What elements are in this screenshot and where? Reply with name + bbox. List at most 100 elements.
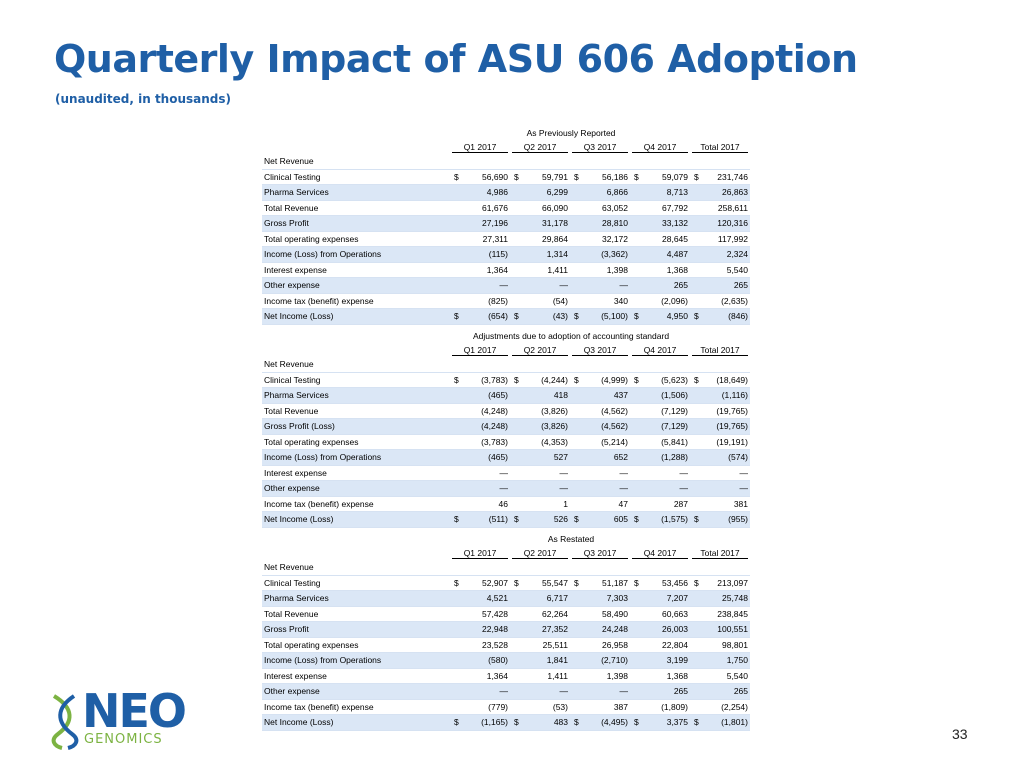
column-header: Q2 2017 xyxy=(512,548,568,559)
table-cell: 5,540 xyxy=(690,671,750,681)
table-cell: 6,866 xyxy=(570,187,630,197)
cell-value: (7,129) xyxy=(661,421,688,432)
table-row: Other expense — — — 265 265 xyxy=(262,278,750,294)
cell-value: (5,623) xyxy=(661,374,688,385)
currency-symbol xyxy=(510,655,524,665)
currency-symbol xyxy=(690,640,704,650)
table-cell: 1,750 xyxy=(690,655,750,665)
currency-symbol xyxy=(630,686,644,696)
table-cell: $ (955) xyxy=(690,514,750,524)
cell-value: (1,288) xyxy=(661,452,688,463)
column-header: Q4 2017 xyxy=(632,345,688,356)
currency-symbol xyxy=(570,390,584,400)
table-cell: $55,547 xyxy=(510,578,570,588)
row-label: Pharma Services xyxy=(264,187,329,198)
table-cell: $59,079 xyxy=(630,172,690,182)
table-cell: 7,207 xyxy=(630,593,690,603)
column-header: Q3 2017 xyxy=(572,142,628,153)
table-cell: 265 xyxy=(630,686,690,696)
table-row: Total operating expenses (3,783) (4,353) (5… xyxy=(262,435,750,450)
currency-symbol xyxy=(510,437,524,447)
cell-value: — xyxy=(619,467,629,478)
table-cell: $ (1,165) xyxy=(450,717,510,727)
cell-value: 6,866 xyxy=(606,187,628,198)
row-label: Clinical Testing xyxy=(264,577,321,588)
table-cell: 22,948 xyxy=(450,624,510,634)
cell-value: 1,750 xyxy=(726,655,748,666)
currency-symbol: $ xyxy=(454,374,459,385)
column-header-row: Q1 2017 Q2 2017 Q3 2017 Q4 2017 Total 2017 xyxy=(262,547,750,560)
currency-symbol xyxy=(450,406,464,416)
currency-symbol xyxy=(630,593,644,603)
table-cell: $51,187 xyxy=(570,578,630,588)
row-label: Total Revenue xyxy=(264,405,319,416)
table-cell: 61,676 xyxy=(450,203,510,213)
currency-symbol xyxy=(510,671,524,681)
currency-symbol: $ xyxy=(514,577,519,588)
table-row: Total operating expenses 23,528 25,511 26,9… xyxy=(262,638,750,653)
table-cell: 1,411 xyxy=(510,265,570,275)
table-row: Pharma Services (465) 418 437 (1,506) (1,116) xyxy=(262,388,750,404)
currency-symbol xyxy=(570,234,584,244)
currency-symbol: $ xyxy=(454,311,459,322)
currency-symbol: $ xyxy=(694,717,699,728)
cell-value: (4,248) xyxy=(481,405,508,416)
column-header: Q3 2017 xyxy=(572,345,628,356)
table-cell: — xyxy=(450,280,510,290)
currency-symbol xyxy=(510,702,524,712)
currency-symbol: $ xyxy=(454,577,459,588)
table-cell: (1,288) xyxy=(630,452,690,462)
cell-value: 3,375 xyxy=(666,717,688,728)
currency-symbol xyxy=(570,671,584,681)
table-row: Interest expense 1,364 1,411 1,398 1,368 5,54… xyxy=(262,263,750,278)
cell-value: 5,540 xyxy=(726,670,748,681)
currency-symbol xyxy=(450,437,464,447)
table-cell: — xyxy=(570,686,630,696)
table-cell: (1,116) xyxy=(690,390,750,400)
currency-symbol xyxy=(690,452,704,462)
currency-symbol xyxy=(630,249,644,259)
currency-symbol: $ xyxy=(514,171,519,182)
table-cell: — xyxy=(450,468,510,478)
currency-symbol: $ xyxy=(574,577,579,588)
page-title: Quarterly Impact of ASU 606 Adoption xyxy=(54,37,858,81)
currency-symbol xyxy=(690,203,704,213)
table-cell: — xyxy=(570,483,630,493)
table-cell: (5,214) xyxy=(570,437,630,447)
currency-symbol: $ xyxy=(694,374,699,385)
cell-value: (3,826) xyxy=(541,421,568,432)
row-label: Pharma Services xyxy=(264,593,329,604)
table-cell: $231,746 xyxy=(690,172,750,182)
table-row: Clinical Testing $ (3,783) $ (4,244) $ (4,999)… xyxy=(262,373,750,388)
cell-value: 7,207 xyxy=(666,593,688,604)
cell-value: (5,214) xyxy=(601,436,628,447)
table-cell: 1,841 xyxy=(510,655,570,665)
currency-symbol xyxy=(570,421,584,431)
cell-value: — xyxy=(559,483,569,494)
cell-value: 62,264 xyxy=(542,608,568,619)
cell-value: (4,562) xyxy=(601,421,628,432)
cell-value: 57,428 xyxy=(482,608,508,619)
cell-value: 2,324 xyxy=(726,249,748,260)
cell-value: — xyxy=(619,483,629,494)
row-label: Clinical Testing xyxy=(264,171,321,182)
table-cell: (4,562) xyxy=(570,406,630,416)
currency-symbol xyxy=(630,437,644,447)
cell-value: 8,713 xyxy=(666,187,688,198)
currency-symbol: $ xyxy=(634,171,639,182)
table-cell: $3,375 xyxy=(630,717,690,727)
cell-value: 6,717 xyxy=(546,593,568,604)
cell-value: 22,948 xyxy=(482,624,508,635)
cell-value: 25,748 xyxy=(722,593,748,604)
currency-symbol: $ xyxy=(574,514,579,525)
currency-symbol xyxy=(510,483,524,493)
currency-symbol xyxy=(570,249,584,259)
table-cell: (4,353) xyxy=(510,437,570,447)
currency-symbol xyxy=(570,265,584,275)
currency-symbol xyxy=(570,593,584,603)
row-label: Net Revenue xyxy=(264,562,314,573)
table-cell: 27,352 xyxy=(510,624,570,634)
table-cell: (3,783) xyxy=(450,437,510,447)
table-row: Income (Loss) from Operations (115) 1,314 (… xyxy=(262,247,750,263)
cell-value: 265 xyxy=(673,686,688,697)
